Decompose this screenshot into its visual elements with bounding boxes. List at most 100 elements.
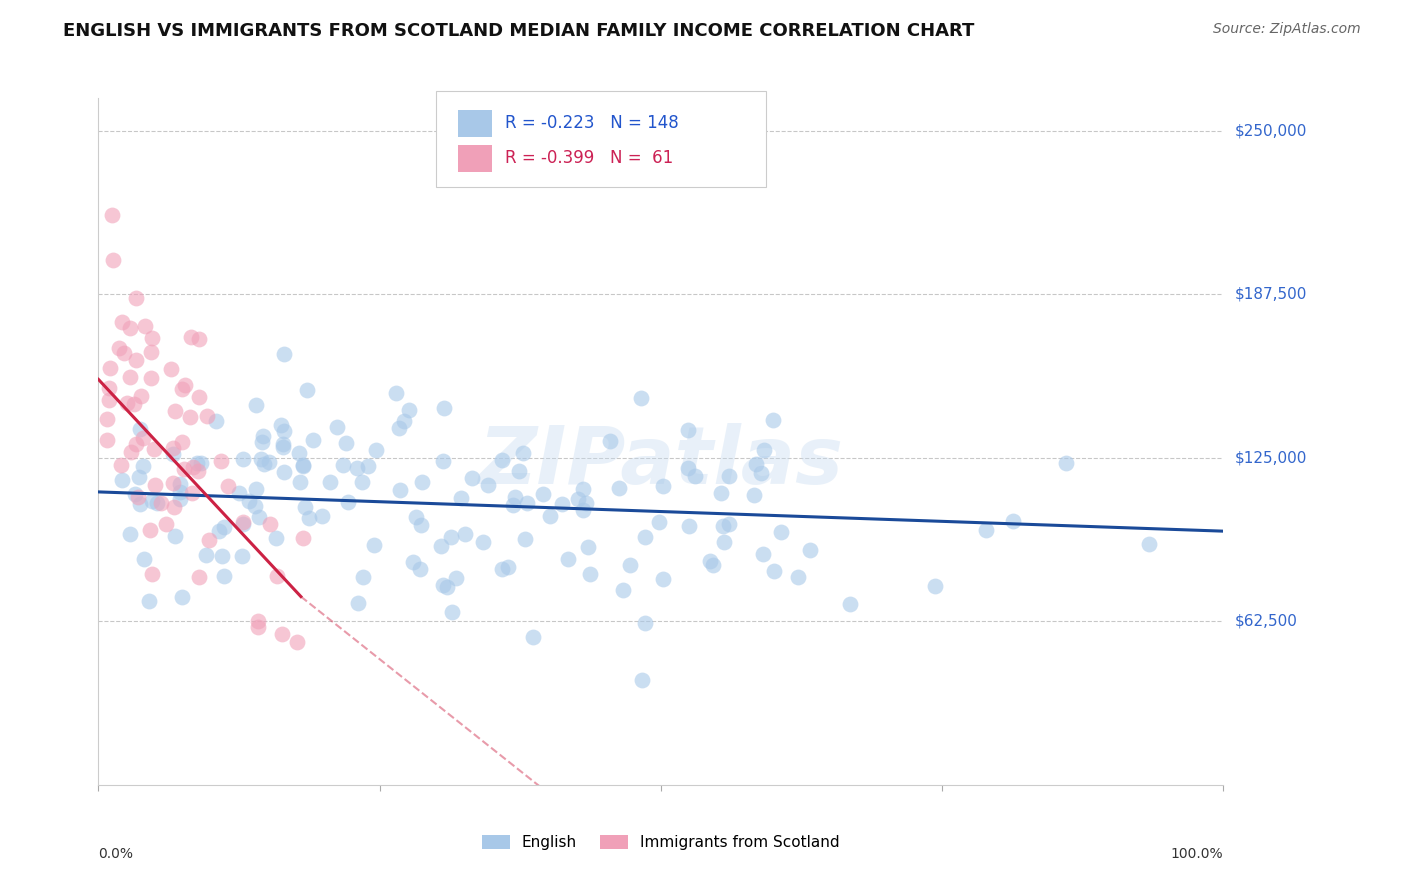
Point [385, 385, 408, 400]
Point [717, 468, 740, 483]
Point [924, 579, 946, 593]
Point [270, 418, 292, 433]
Point [388, 421, 411, 435]
Point [143, 477, 166, 491]
Text: $125,000: $125,000 [1234, 450, 1306, 466]
Point [162, 447, 184, 461]
Point [769, 524, 792, 539]
Point [409, 562, 432, 576]
Point [252, 429, 274, 443]
Point [366, 442, 388, 457]
Point [751, 466, 773, 480]
Point [754, 443, 776, 458]
Point [128, 469, 150, 483]
Text: $250,000: $250,000 [1234, 123, 1306, 138]
Text: $187,500: $187,500 [1234, 287, 1306, 301]
Point [609, 481, 631, 495]
Point [129, 388, 152, 402]
Point [433, 401, 456, 416]
Point [143, 442, 166, 457]
Point [214, 569, 236, 583]
Text: Source: ZipAtlas.com: Source: ZipAtlas.com [1213, 22, 1361, 37]
Point [337, 494, 360, 508]
Point [496, 560, 519, 574]
Point [291, 459, 314, 474]
Point [676, 423, 699, 437]
Point [120, 445, 142, 459]
Point [838, 597, 860, 611]
Point [713, 535, 735, 549]
Point [502, 498, 524, 512]
Point [291, 458, 314, 472]
Point [273, 347, 295, 361]
Point [247, 620, 270, 634]
Point [228, 485, 250, 500]
Point [352, 570, 374, 584]
Point [522, 630, 544, 644]
Point [513, 532, 536, 546]
Point [170, 382, 193, 396]
Point [298, 510, 321, 524]
Point [187, 570, 209, 584]
Point [363, 538, 385, 552]
Point [211, 549, 233, 563]
Point [173, 378, 195, 392]
Point [648, 515, 671, 529]
Point [127, 490, 149, 504]
Point [599, 434, 621, 448]
Point [411, 475, 433, 490]
Point [238, 494, 260, 508]
Point [138, 594, 160, 608]
Point [295, 383, 318, 397]
Point [441, 605, 464, 619]
Point [205, 414, 228, 428]
Point [122, 397, 145, 411]
Point [491, 562, 513, 576]
Text: $62,500: $62,500 [1234, 614, 1298, 629]
Point [232, 452, 254, 467]
Point [187, 464, 209, 478]
Point [232, 515, 254, 529]
Point [101, 208, 124, 222]
Point [651, 572, 673, 586]
Point [115, 396, 138, 410]
Point [699, 554, 721, 568]
Point [633, 530, 655, 544]
Point [683, 469, 706, 483]
Point [118, 370, 141, 384]
Point [169, 485, 191, 500]
Point [347, 597, 370, 611]
Point [288, 446, 311, 460]
Point [273, 465, 295, 479]
Point [786, 569, 808, 583]
Point [290, 475, 312, 489]
Point [169, 492, 191, 507]
Point [432, 578, 454, 592]
Point [181, 486, 204, 500]
Point [477, 478, 499, 492]
Text: ZIPatlas: ZIPatlas [478, 423, 844, 501]
Point [128, 497, 150, 511]
Point [141, 566, 163, 581]
Point [134, 551, 156, 566]
Point [245, 482, 267, 496]
Point [231, 549, 253, 563]
Point [125, 353, 148, 368]
Point [575, 496, 598, 510]
Point [742, 487, 765, 501]
Point [745, 457, 768, 471]
Point [392, 414, 415, 428]
Point [129, 422, 152, 436]
Point [440, 530, 463, 544]
Point [271, 440, 294, 454]
Point [181, 459, 204, 474]
Point [162, 442, 184, 456]
Point [540, 509, 562, 524]
Point [270, 627, 292, 641]
Point [149, 496, 172, 510]
Point [180, 330, 202, 344]
Point [132, 431, 155, 445]
Point [710, 486, 733, 500]
Point [249, 452, 271, 467]
Point [285, 634, 308, 648]
